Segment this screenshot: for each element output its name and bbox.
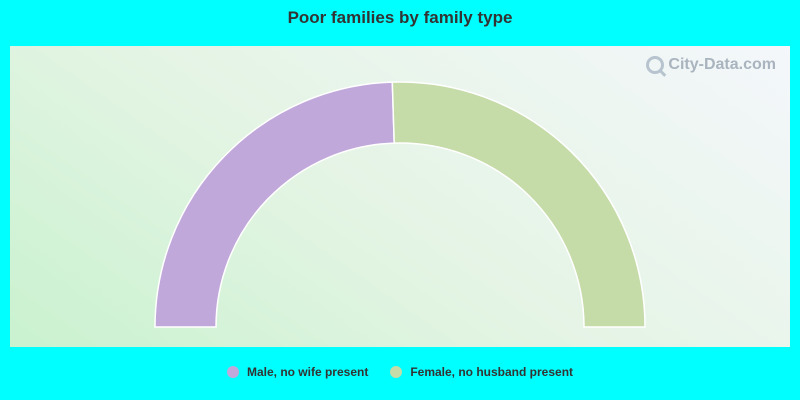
- chart-title: Poor families by family type: [287, 8, 513, 27]
- magnifier-icon: [646, 56, 665, 74]
- legend-label-male: Male, no wife present: [246, 365, 369, 379]
- legend-swatch-female: [390, 366, 403, 378]
- donut-segment-0[interactable]: [154, 81, 395, 328]
- legend: Male, no wife present Female, no husband…: [0, 365, 800, 379]
- watermark-text: City-Data.com: [668, 56, 776, 73]
- legend-item-female: Female, no husband present: [390, 365, 573, 379]
- legend-swatch-male: [226, 366, 239, 378]
- watermark: City-Data.com: [646, 56, 776, 74]
- legend-item-male: Male, no wife present: [226, 365, 369, 379]
- plot-area: City-Data.com: [10, 46, 790, 347]
- legend-label-female: Female, no husband present: [410, 365, 574, 379]
- half-donut-chart: [154, 81, 646, 328]
- donut-segment-1[interactable]: [391, 81, 646, 328]
